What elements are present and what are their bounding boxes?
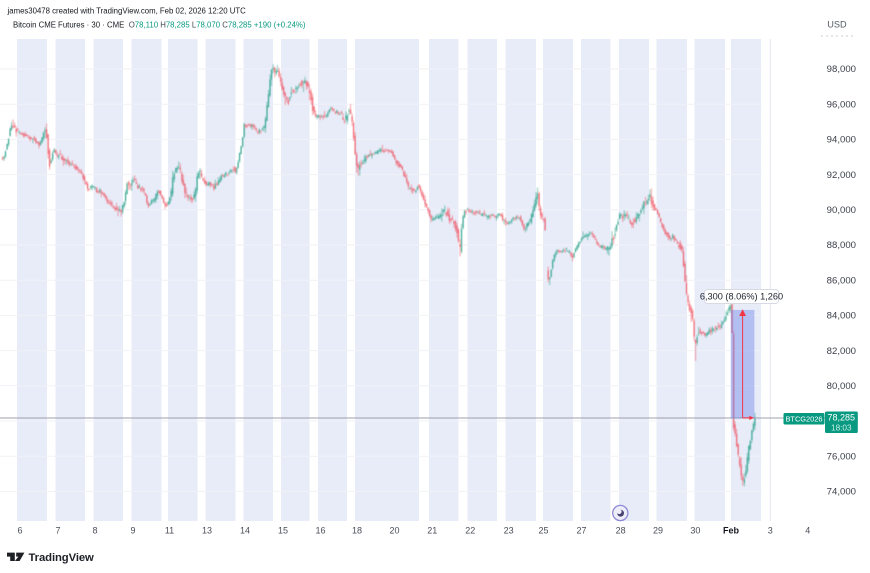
svg-text:Feb: Feb bbox=[723, 526, 740, 536]
svg-text:BTCG2026: BTCG2026 bbox=[786, 415, 823, 424]
svg-text:76,000: 76,000 bbox=[827, 451, 856, 462]
svg-text:23: 23 bbox=[504, 526, 514, 536]
svg-text:88,000: 88,000 bbox=[827, 240, 856, 251]
svg-text:96,000: 96,000 bbox=[827, 99, 856, 110]
svg-text:84,000: 84,000 bbox=[827, 311, 856, 322]
svg-text:6,300 (8.06%) 1,260: 6,300 (8.06%) 1,260 bbox=[700, 292, 783, 302]
svg-text:94,000: 94,000 bbox=[827, 135, 856, 146]
svg-text:11: 11 bbox=[165, 526, 174, 536]
svg-text:TradingView: TradingView bbox=[29, 552, 95, 564]
svg-text:15: 15 bbox=[278, 526, 288, 536]
svg-text:18: 18 bbox=[352, 526, 362, 536]
svg-text:Bitcoin CME Futures · 30 · CME: Bitcoin CME Futures · 30 · CME O78,110 H… bbox=[13, 21, 306, 30]
svg-text:78,285: 78,285 bbox=[828, 412, 856, 422]
svg-text:18:03: 18:03 bbox=[831, 423, 852, 432]
svg-text:90,000: 90,000 bbox=[827, 205, 856, 216]
svg-text:16: 16 bbox=[315, 526, 325, 536]
svg-text:9: 9 bbox=[130, 526, 135, 536]
svg-text:20: 20 bbox=[389, 526, 399, 536]
svg-text:21: 21 bbox=[427, 526, 437, 536]
svg-text:82,000: 82,000 bbox=[827, 346, 856, 357]
svg-text:29: 29 bbox=[653, 526, 663, 536]
svg-text:13: 13 bbox=[202, 526, 212, 536]
svg-text:30: 30 bbox=[690, 526, 700, 536]
svg-text:25: 25 bbox=[538, 526, 548, 536]
svg-text:3: 3 bbox=[768, 526, 773, 536]
svg-text:80,000: 80,000 bbox=[827, 381, 856, 392]
svg-text:92,000: 92,000 bbox=[827, 170, 856, 181]
svg-text:28: 28 bbox=[616, 526, 626, 536]
svg-text:22: 22 bbox=[465, 526, 475, 536]
svg-text:4: 4 bbox=[805, 526, 810, 536]
svg-text:14: 14 bbox=[240, 526, 250, 536]
svg-text:27: 27 bbox=[576, 526, 586, 536]
svg-text:USD: USD bbox=[827, 20, 847, 30]
svg-text:james30478 created with Tradin: james30478 created with TradingView.com,… bbox=[7, 7, 247, 16]
svg-text:86,000: 86,000 bbox=[827, 275, 856, 286]
svg-text:74,000: 74,000 bbox=[827, 487, 856, 498]
svg-text:7: 7 bbox=[55, 526, 60, 536]
svg-text:98,000: 98,000 bbox=[827, 64, 856, 75]
svg-text:8: 8 bbox=[92, 526, 97, 536]
svg-text:6: 6 bbox=[17, 526, 22, 536]
